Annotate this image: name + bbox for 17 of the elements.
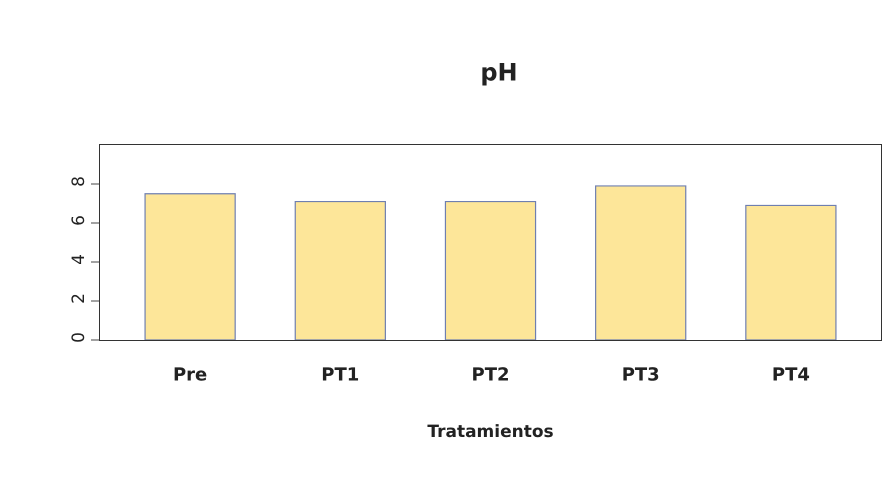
- x-tick-label: PT1: [321, 364, 360, 386]
- y-tick-label: 0: [69, 332, 90, 343]
- y-tick-label: 8: [69, 176, 90, 187]
- bar: [294, 200, 386, 340]
- bar: [745, 204, 837, 340]
- bar: [144, 193, 236, 340]
- y-tick-label: 6: [69, 215, 90, 226]
- y-tick-label: 4: [69, 254, 90, 265]
- x-tick-label: PT3: [622, 364, 660, 386]
- x-tick-label: PT2: [472, 364, 510, 386]
- bar: [595, 185, 686, 340]
- chart-title: pH: [480, 58, 518, 87]
- x-tick-label: Pre: [172, 364, 208, 386]
- y-tick-label: 2: [69, 293, 90, 304]
- bar: [444, 200, 536, 340]
- x-tick-label: PT4: [772, 364, 810, 386]
- x-axis-title: Tratamientos: [427, 422, 554, 442]
